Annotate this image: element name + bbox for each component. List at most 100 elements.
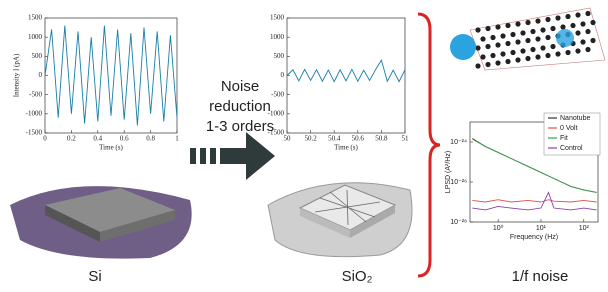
- y-tick-label: 10⁻²⁴: [450, 139, 467, 146]
- atom: [575, 48, 580, 53]
- y-tick-label: -1500: [26, 129, 43, 137]
- atom: [520, 48, 525, 53]
- x-tick-label: 50.8: [375, 135, 388, 143]
- atom: [525, 20, 530, 25]
- atom: [590, 20, 595, 25]
- atom: [560, 24, 565, 29]
- atom: [555, 51, 560, 56]
- atom: [535, 36, 540, 41]
- plot-frame: [287, 18, 405, 133]
- atom: [495, 24, 500, 29]
- atom: [485, 26, 490, 31]
- x-tick-label: 50.6: [352, 135, 365, 143]
- figure: Si SiO₂ 1/f noise Noise reduction 1-3 or…: [0, 0, 608, 292]
- y-tick-label: 0: [39, 71, 43, 79]
- atom: [485, 62, 490, 67]
- x-tick-label: 10²: [579, 225, 590, 232]
- atom: [490, 53, 495, 58]
- atom: [475, 45, 480, 50]
- x-tick-label: 0.2: [67, 135, 76, 143]
- arrow-text: 1-3 orders: [206, 118, 274, 135]
- x-tick-label: 0.8: [146, 135, 155, 143]
- atom: [580, 21, 585, 26]
- x-tick-label: 50: [284, 135, 292, 143]
- series-line: [287, 60, 405, 81]
- atom: [575, 30, 580, 35]
- y-tick-label: 1000: [270, 33, 285, 41]
- atom: [545, 17, 550, 22]
- atom: [520, 30, 525, 35]
- label-sio2: SiO₂: [342, 268, 373, 285]
- atom: [480, 36, 485, 41]
- x-axis-label: Time (s): [99, 144, 123, 152]
- atom: [565, 14, 570, 19]
- atom: [575, 12, 580, 17]
- x-tick-label: 0: [43, 135, 47, 143]
- legend-label: 0 Volt: [560, 125, 578, 132]
- atom: [500, 33, 505, 38]
- atom: [525, 38, 530, 43]
- atom: [490, 35, 495, 40]
- y-tick-label: -1000: [268, 109, 285, 117]
- series-line: [45, 26, 177, 126]
- atom: [545, 35, 550, 40]
- y-tick-label: 1500: [28, 14, 43, 22]
- atom: [515, 21, 520, 26]
- x-tick-label: 0.4: [93, 135, 102, 143]
- atom: [580, 39, 585, 44]
- atom: [590, 38, 595, 43]
- atom: [510, 32, 515, 37]
- y-tick-label: -500: [29, 90, 42, 98]
- atom: [585, 29, 590, 34]
- atom: [515, 57, 520, 62]
- x-axis-label: Time (s): [334, 144, 358, 152]
- atom: [585, 11, 590, 16]
- label-1f: 1/f noise: [512, 268, 569, 285]
- atom: [495, 42, 500, 47]
- y-tick-label: 1000: [28, 33, 43, 41]
- x-tick-label: 0.6: [120, 135, 129, 143]
- x-tick-label: 10⁰: [493, 224, 504, 232]
- x-tick-label: 50.2: [304, 135, 317, 143]
- atom: [510, 50, 515, 55]
- y-tick-label: 10⁻²⁸: [450, 219, 467, 226]
- y-tick-label: -1500: [268, 129, 285, 137]
- arrow: [190, 132, 275, 180]
- atom: [535, 18, 540, 23]
- y-axis-label: Intensity I (pA): [13, 53, 21, 97]
- atom: [540, 27, 545, 32]
- y-tick-label: 0: [281, 71, 285, 79]
- atom: [555, 15, 560, 20]
- y-axis-label: LPSD (A²/Hz): [445, 151, 452, 193]
- atom: [500, 51, 505, 56]
- y-tick-label: 500: [274, 52, 285, 60]
- atom: [550, 44, 555, 49]
- atom: [570, 23, 575, 28]
- x-tick-label: 1: [175, 135, 179, 143]
- x-tick-label: 10¹: [536, 225, 547, 232]
- nanotube: [450, 8, 605, 70]
- atom: [505, 41, 510, 46]
- atom: [485, 44, 490, 49]
- y-tick-label: 10⁻²⁶: [450, 179, 467, 186]
- atom: [505, 23, 510, 28]
- atom: [585, 47, 590, 52]
- atom: [475, 63, 480, 68]
- legend-label: Nanotube: [560, 115, 590, 122]
- arrow-text: reduction: [209, 98, 271, 115]
- series-line: [472, 200, 596, 202]
- x-axis-label: Frequency (Hz): [510, 234, 558, 241]
- y-tick-label: -500: [271, 90, 284, 98]
- atom: [565, 50, 570, 55]
- brace: [418, 14, 440, 276]
- x-tick-label: 51: [402, 135, 410, 143]
- atom: [550, 26, 555, 31]
- atom: [540, 45, 545, 50]
- atom: [505, 59, 510, 64]
- atom: [530, 47, 535, 52]
- legend-label: Control: [560, 145, 583, 152]
- arrow-text: Noise: [221, 78, 259, 95]
- x-tick-label: 50.4: [328, 135, 341, 143]
- atom: [480, 54, 485, 59]
- atom: [525, 56, 530, 61]
